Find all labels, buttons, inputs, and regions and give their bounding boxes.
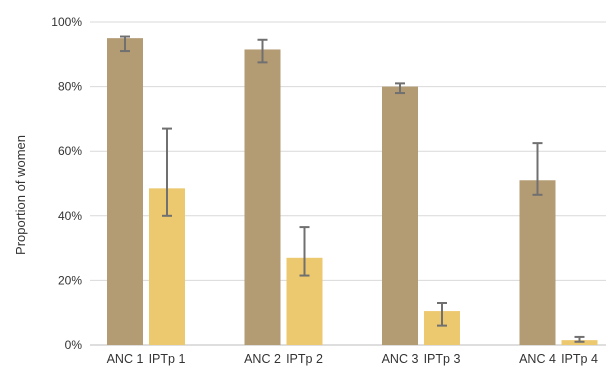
bar-anc-3 [382,86,418,345]
y-axis-label: Proportion of women [13,135,28,255]
x-tick-label: ANC 2 [244,352,281,366]
y-tick-label: 0% [65,338,83,352]
y-tick-label: 20% [58,273,82,287]
error-bars [120,35,585,343]
x-tick-label: ANC 4 [519,352,556,366]
y-tick-label: 100% [51,15,82,29]
y-tick-label: 40% [58,209,82,223]
y-tick-label: 80% [58,80,82,94]
x-tick-label: IPTp 3 [424,352,461,366]
x-tick-label: IPTp 2 [286,352,323,366]
bar-anc-2 [244,49,281,346]
y-tick-label: 60% [58,144,82,158]
y-tick-labels: 0% 20% 40% 60% 80% 100% [51,15,82,352]
x-tick-label: IPTp 1 [149,352,186,366]
x-tick-label: IPTp 4 [561,352,598,366]
x-tick-labels: ANC 1 IPTp 1 ANC 2 IPTp 2 ANC 3 IPTp 3 ANC 4 IP… [107,352,598,366]
bar-anc-1 [107,38,143,346]
bar-anc-4 [519,180,556,345]
x-tick-label: ANC 1 [107,352,144,366]
bars [107,38,598,346]
x-tick-label: ANC 3 [382,352,419,366]
